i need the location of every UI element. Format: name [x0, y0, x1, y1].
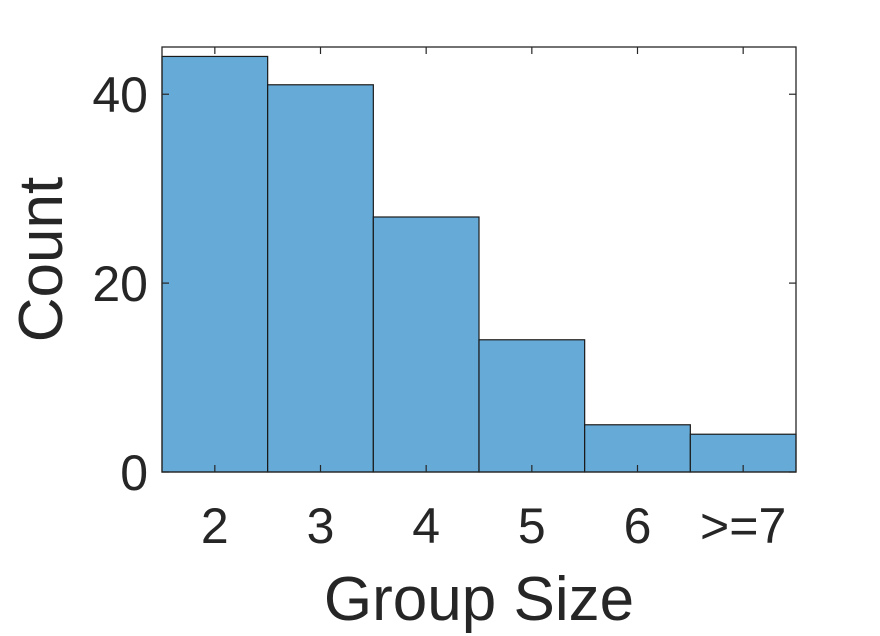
bars-group: [161, 55, 797, 473]
bar-6: [584, 424, 691, 473]
ticks-group: [162, 47, 796, 473]
y-axis-label: Count: [7, 177, 76, 342]
x-axis-label: Group Size: [324, 565, 634, 634]
y-tick-label: 0: [120, 445, 148, 501]
bar-3: [267, 84, 374, 473]
bar-4: [372, 216, 480, 473]
x-tick-label: 3: [307, 498, 335, 554]
axes-box: [161, 46, 797, 473]
bar-5: [478, 339, 586, 473]
x-tick-label: 6: [624, 498, 652, 554]
y-tick-label: 20: [92, 256, 148, 312]
x-tick-label: 5: [518, 498, 546, 554]
bar-2: [161, 55, 269, 473]
y-tick-label: 40: [92, 67, 148, 123]
x-tick-label: >=7: [700, 498, 786, 554]
x-tick-label: 2: [201, 498, 229, 554]
axes-group: [161, 46, 797, 473]
labels-group: 2 3 4 5 6 >=7 0 20 40 Group Size Count: [7, 67, 786, 634]
x-tick-label: 4: [412, 498, 440, 554]
